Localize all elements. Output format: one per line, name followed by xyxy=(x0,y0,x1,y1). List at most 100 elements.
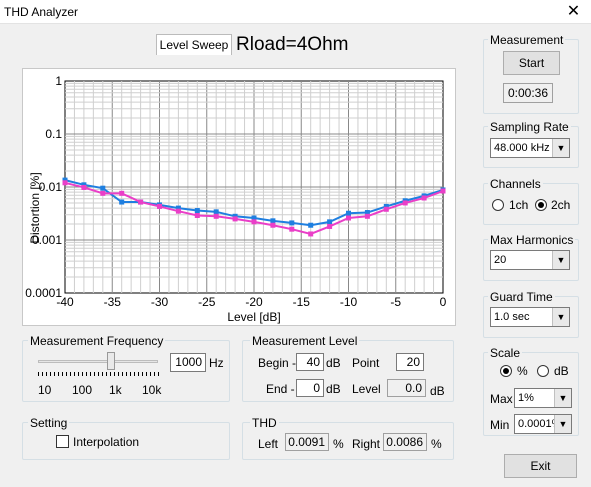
freq-tick-mark xyxy=(102,372,103,376)
max-harmonics-value: 20 xyxy=(494,254,507,266)
radio-db[interactable] xyxy=(537,365,549,377)
series-point-2 xyxy=(440,188,446,194)
thd-right-unit: % xyxy=(431,437,442,451)
series-point-2 xyxy=(289,226,295,232)
series-point-2 xyxy=(270,222,276,228)
x-tick-label: -20 xyxy=(245,295,263,309)
max-harmonics-label: Max Harmonics xyxy=(488,233,576,247)
end-unit: dB xyxy=(326,382,341,396)
exit-button-label: Exit xyxy=(530,459,551,473)
thd-left-readout: 0.0091 xyxy=(285,433,329,451)
series-point-2 xyxy=(383,206,389,212)
x-tick-label: -25 xyxy=(198,295,216,309)
series-point-1 xyxy=(270,218,276,224)
series-point-1 xyxy=(194,208,200,214)
series-point-2 xyxy=(327,223,333,229)
radio-2ch[interactable] xyxy=(535,199,547,211)
series-point-1 xyxy=(327,219,333,225)
series-point-1 xyxy=(232,213,238,219)
begin-input[interactable]: 40 xyxy=(296,353,324,371)
guard-time-label: Guard Time xyxy=(488,290,555,304)
freq-tick-mark xyxy=(154,372,155,376)
chevron-down-icon: ▼ xyxy=(554,415,571,433)
scale-max-value: 1% xyxy=(518,392,534,404)
thd-group-label: THD xyxy=(250,416,279,430)
freq-tick-mark xyxy=(118,372,119,376)
freq-tick-mark xyxy=(138,372,139,376)
freq-tick-mark xyxy=(146,372,147,376)
meas-level-label: Measurement Level xyxy=(250,334,360,348)
max-harmonics-select[interactable]: 20 ▼ xyxy=(490,250,570,270)
frequency-value: 1000 xyxy=(175,355,202,369)
sampling-rate-select[interactable]: 48.000 kHz ▼ xyxy=(490,138,570,158)
tab-level-sweep[interactable]: Level Sweep xyxy=(156,34,232,55)
series-point-2 xyxy=(62,180,68,186)
sampling-rate-label: Sampling Rate xyxy=(488,120,571,134)
series-point-1 xyxy=(308,222,314,228)
start-button[interactable]: Start xyxy=(503,51,560,75)
radio-1ch[interactable] xyxy=(492,199,504,211)
end-input[interactable]: 0 xyxy=(296,379,324,397)
freq-tick-mark xyxy=(134,372,135,376)
freq-tick-10k: 10k xyxy=(142,383,162,397)
exit-button[interactable]: Exit xyxy=(504,454,577,478)
scale-min-label: Min xyxy=(490,418,510,432)
interpolation-checkbox[interactable] xyxy=(56,435,69,448)
sampling-rate-value: 48.000 kHz xyxy=(494,142,550,154)
close-icon[interactable]: ✕ xyxy=(566,3,581,20)
slider-track xyxy=(38,360,158,363)
frequency-tick-marks xyxy=(38,372,159,377)
series-point-1 xyxy=(175,205,181,211)
end-label: End - xyxy=(266,382,295,396)
meas-freq-label: Measurement Frequency xyxy=(28,334,166,348)
level-label: Level xyxy=(352,382,381,396)
scale-group xyxy=(483,352,579,436)
series-point-2 xyxy=(194,212,200,218)
freq-tick-mark xyxy=(158,372,159,376)
thd-right-label: Right xyxy=(352,437,381,451)
scale-max-label: Max xyxy=(490,392,513,406)
thd-group xyxy=(242,422,454,460)
series-point-2 xyxy=(232,216,238,222)
begin-value: 40 xyxy=(306,355,320,369)
slider-thumb[interactable] xyxy=(107,352,116,370)
scale-max-select[interactable]: 1% ▼ xyxy=(514,388,572,408)
level-value: 0.0 xyxy=(405,381,422,395)
series-point-2 xyxy=(157,203,162,209)
thd-chart: -40 -35 -30 -25 -20 -15 -10 -5 0 1 0.1 0.01 0.001 0.0… xyxy=(25,74,447,324)
freq-tick-10: 10 xyxy=(38,383,52,397)
point-value: 20 xyxy=(406,355,420,369)
freq-tick-mark xyxy=(106,372,107,376)
thd-left-label: Left xyxy=(258,437,279,451)
point-input[interactable]: 20 xyxy=(396,353,424,371)
series-point-1 xyxy=(81,182,87,188)
frequency-slider[interactable] xyxy=(38,352,158,372)
y-tick-label: 1 xyxy=(55,74,62,88)
series-point-2 xyxy=(251,219,257,225)
guard-time-select[interactable]: 1.0 sec ▼ xyxy=(490,307,570,327)
y-tick-label: 0.0001 xyxy=(25,286,62,300)
series-point-1 xyxy=(62,177,68,183)
series-point-1 xyxy=(383,203,389,209)
chevron-down-icon: ▼ xyxy=(552,251,569,269)
radio-db-label: dB xyxy=(554,364,569,378)
series-point-1 xyxy=(364,210,370,216)
series-point-2 xyxy=(308,231,314,237)
window-title: THD Analyzer xyxy=(4,5,79,19)
end-value: 0 xyxy=(313,381,320,395)
x-tick-label: 0 xyxy=(440,295,447,309)
series-point-2 xyxy=(402,200,408,206)
chart-y-axis-label: Distortion [%] xyxy=(28,172,42,243)
freq-tick-mark xyxy=(54,372,55,376)
series-point-2 xyxy=(346,215,351,221)
begin-label: Begin - xyxy=(258,356,297,370)
frequency-input[interactable]: 1000 xyxy=(170,353,206,372)
scale-min-select[interactable]: 0.0001% ▼ xyxy=(514,414,572,434)
series-point-2 xyxy=(421,195,427,201)
freq-tick-mark xyxy=(74,372,75,376)
series-point-2 xyxy=(81,184,87,190)
freq-tick-mark xyxy=(38,372,39,376)
freq-tick-mark xyxy=(122,372,123,376)
radio-percent[interactable] xyxy=(500,365,512,377)
freq-tick-100: 100 xyxy=(72,383,93,397)
